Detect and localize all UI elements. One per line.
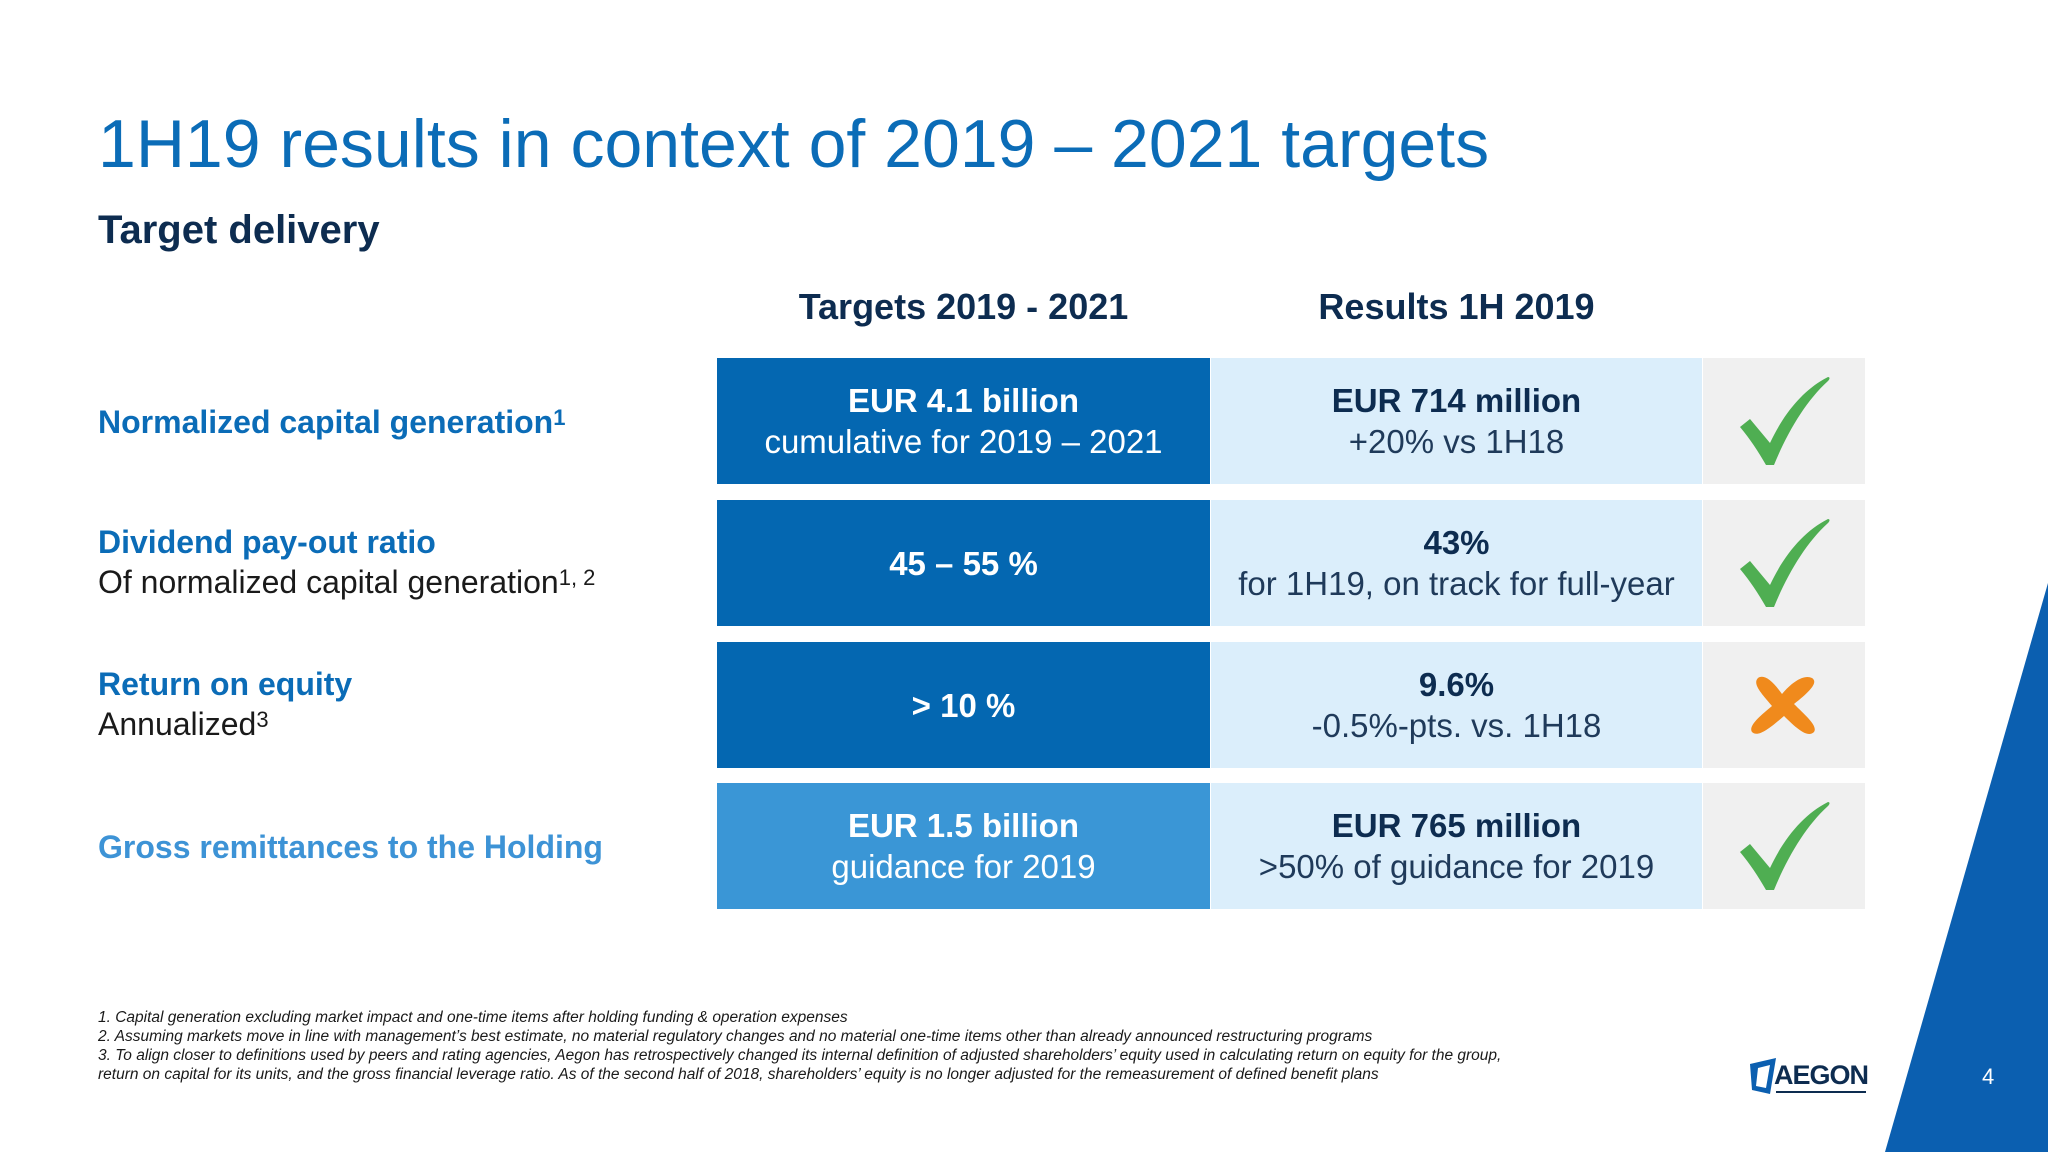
result-cell-dividend-payout: 43% for 1H19, on track for full-year <box>1211 500 1702 626</box>
aegon-logo: AEGON <box>1750 1058 1869 1094</box>
result-detail: >50% of guidance for 2019 <box>1258 848 1655 885</box>
target-value: EUR 1.5 billion <box>847 807 1080 844</box>
footnote-2: 2. Assuming markets move in line with ma… <box>98 1028 1373 1045</box>
check-icon <box>1740 802 1830 890</box>
target-value: EUR 4.1 billion <box>847 382 1080 419</box>
page-subtitle: Target delivery <box>98 208 380 252</box>
cross-icon <box>1751 676 1815 735</box>
target-value: 45 – 55 % <box>889 544 1038 582</box>
result-value: EUR 765 million <box>1331 807 1582 844</box>
result-detail: -0.5%-pts. vs. 1H18 <box>1311 707 1602 744</box>
status-cell-gross-remittances <box>1703 783 1865 909</box>
target-cell-capital-generation: EUR 4.1 billion cumulative for 2019 – 20… <box>717 358 1210 484</box>
result-value: 43% <box>1423 524 1490 561</box>
check-icon <box>1740 519 1830 607</box>
row-label-gross-remittances: Gross remittances to the Holding <box>98 827 698 867</box>
target-detail: cumulative for 2019 – 2021 <box>764 423 1163 460</box>
footnote-ref: 1 <box>553 405 566 430</box>
column-header-targets: Targets 2019 - 2021 <box>798 286 1129 327</box>
result-detail: +20% vs 1H18 <box>1348 423 1565 460</box>
row-label-capital-generation: Normalized capital generation1 <box>98 402 698 442</box>
result-cell-return-on-equity: 9.6% -0.5%-pts. vs. 1H18 <box>1211 642 1702 768</box>
row-title: Return on equity <box>98 666 353 702</box>
footnote-3: 3. To align closer to definitions used b… <box>98 1047 1502 1064</box>
row-title: Normalized capital generation1 <box>98 404 566 440</box>
row-title: Dividend pay-out ratio <box>98 524 436 560</box>
row-label-dividend-payout: Dividend pay-out ratio Of normalized cap… <box>98 522 698 602</box>
row-label-return-on-equity: Return on equity Annualized3 <box>98 664 698 744</box>
target-cell-dividend-payout: 45 – 55 % <box>717 500 1210 626</box>
footnote-ref: 3 <box>256 707 269 732</box>
target-detail: guidance for 2019 <box>831 848 1096 885</box>
footnote-1: 1. Capital generation excluding market i… <box>98 1009 848 1026</box>
target-cell-return-on-equity: > 10 % <box>717 642 1210 768</box>
footnotes: 1. Capital generation excluding market i… <box>98 1008 1718 1084</box>
row-title: Gross remittances to the Holding <box>98 829 603 865</box>
row-subtitle: Annualized3 <box>98 706 269 742</box>
target-value: > 10 % <box>911 686 1016 724</box>
column-header-results: Results 1H 2019 <box>1318 286 1595 327</box>
result-cell-capital-generation: EUR 714 million +20% vs 1H18 <box>1211 358 1702 484</box>
status-cell-dividend-payout <box>1703 500 1865 626</box>
status-cell-return-on-equity <box>1703 642 1865 768</box>
footnote-ref: 1, 2 <box>558 565 596 590</box>
page-title: 1H19 results in context of 2019 – 2021 t… <box>98 106 1490 182</box>
target-cell-gross-remittances: EUR 1.5 billion guidance for 2019 <box>717 783 1210 909</box>
result-value: EUR 714 million <box>1331 382 1582 419</box>
page-number: 4 <box>1982 1064 1995 1089</box>
result-cell-gross-remittances: EUR 765 million >50% of guidance for 201… <box>1211 783 1702 909</box>
check-icon <box>1740 377 1830 465</box>
result-detail: for 1H19, on track for full-year <box>1238 565 1675 602</box>
result-value: 9.6% <box>1418 666 1495 703</box>
svg-text:AEGON: AEGON <box>1774 1060 1868 1090</box>
status-cell-capital-generation <box>1703 358 1865 484</box>
footnote-3-continued: return on capital for its units, and the… <box>98 1066 1379 1083</box>
row-subtitle: Of normalized capital generation1, 2 <box>98 564 596 600</box>
